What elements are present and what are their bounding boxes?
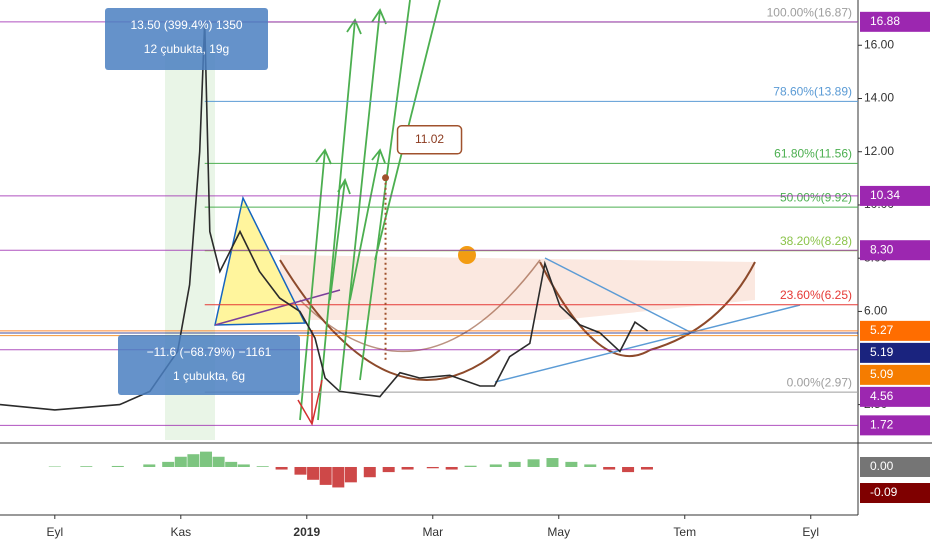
fib-label: 100.00%(16.87) (767, 5, 852, 19)
osc-bar (187, 454, 200, 467)
measure-text: 12 çubukta, 19g (144, 42, 229, 56)
osc-bar (237, 464, 250, 467)
target-label: 11.02 (415, 132, 444, 146)
osc-bar (546, 458, 559, 467)
price-tag-label: 8.30 (870, 242, 894, 256)
cup-curve (279, 259, 501, 381)
price-tag (860, 386, 930, 407)
price-tag (860, 240, 930, 261)
target-point (382, 174, 390, 182)
fib-label: 0.00%(2.97) (787, 375, 852, 389)
osc-bar (401, 466, 414, 470)
osc-tag-label: -0.09 (870, 485, 898, 499)
measure-box (118, 335, 300, 395)
price-tag (860, 342, 930, 363)
drop-arrow (297, 330, 323, 427)
fib-label: 61.80%(11.56) (774, 147, 852, 161)
arrows (299, 0, 441, 421)
price-tag (860, 415, 930, 436)
osc-bar (80, 466, 93, 467)
trend-line (544, 257, 691, 333)
x-tick-label: May (547, 525, 570, 539)
osc-bar (212, 456, 225, 467)
osc-bar (332, 466, 345, 488)
x-tick-label: Tem (673, 525, 696, 539)
osc-tag-label: 0.00 (870, 459, 894, 473)
fib-label: 50.00%(9.92) (780, 190, 852, 204)
osc-bar (527, 459, 540, 467)
target-box (396, 125, 463, 155)
price-tag-label: 5.19 (870, 345, 894, 359)
osc-bar (508, 461, 521, 467)
osc-bar (464, 465, 477, 467)
osc-tag (860, 483, 930, 504)
osc-bar (48, 466, 61, 467)
osc-bar (111, 465, 124, 467)
y-tick-label: 14.00 (864, 91, 894, 105)
fib-label: 78.60%(13.89) (773, 85, 852, 99)
x-tick-label: Eyl (46, 525, 63, 539)
osc-bar (225, 461, 238, 467)
osc-bar (319, 466, 332, 485)
y-tick-label: 6.00 (864, 304, 888, 318)
fib-label: 38.20%(8.28) (780, 234, 852, 248)
x-tick-label: Eyl (802, 525, 819, 539)
trend-line (494, 304, 801, 383)
price-tag (860, 320, 930, 341)
trend-line (214, 289, 341, 326)
osc-bar (162, 461, 175, 467)
price-tag (860, 364, 930, 385)
price-tag-label: 5.09 (870, 367, 894, 381)
osc-tag (860, 456, 930, 477)
osc-bar (344, 466, 357, 483)
osc-bar (603, 466, 616, 470)
osc-bar (622, 466, 635, 473)
y-tick-label: 16.00 (864, 37, 894, 51)
price-tag-label: 4.56 (870, 389, 894, 403)
osc-bar (143, 464, 156, 467)
osc-bar (565, 461, 578, 467)
osc-bar (363, 466, 376, 478)
icon (458, 246, 476, 264)
price-tag-label: 10.34 (870, 188, 900, 202)
osc-bar (382, 466, 395, 473)
x-tick-label: Kas (170, 525, 191, 539)
osc-bar (294, 466, 307, 475)
fib-label: 23.60%(6.25) (780, 288, 852, 302)
osc-bar (489, 464, 502, 467)
osc-bar (275, 466, 288, 470)
measure-text: −11.6 (−68.79%) −1161 (147, 345, 272, 359)
x-tick-label: 2019 (293, 525, 320, 539)
y-tick-label: 12.00 (864, 144, 894, 158)
price-tag-label: 1.72 (870, 418, 894, 432)
osc-bar (445, 466, 458, 470)
triangle-pattern (214, 195, 307, 326)
osc-bar (426, 466, 439, 469)
price-line (0, 22, 649, 411)
osc-bar (640, 466, 653, 470)
price-tag-label: 5.27 (870, 323, 894, 337)
measure-box (105, 8, 268, 70)
osc-bar (307, 466, 320, 480)
osc-bar (256, 466, 269, 467)
x-tick-label: Mar (422, 525, 443, 539)
osc-bar (199, 451, 212, 467)
price-tag (860, 185, 930, 206)
price-tag-label: 16.88 (870, 14, 900, 28)
osc-bar (584, 464, 597, 467)
price-tag (860, 11, 930, 32)
osc-bar (174, 456, 187, 467)
measure-text: 1 çubukta, 6g (173, 369, 245, 383)
measure-text: 13.50 (399.4%) 1350 (130, 18, 242, 32)
